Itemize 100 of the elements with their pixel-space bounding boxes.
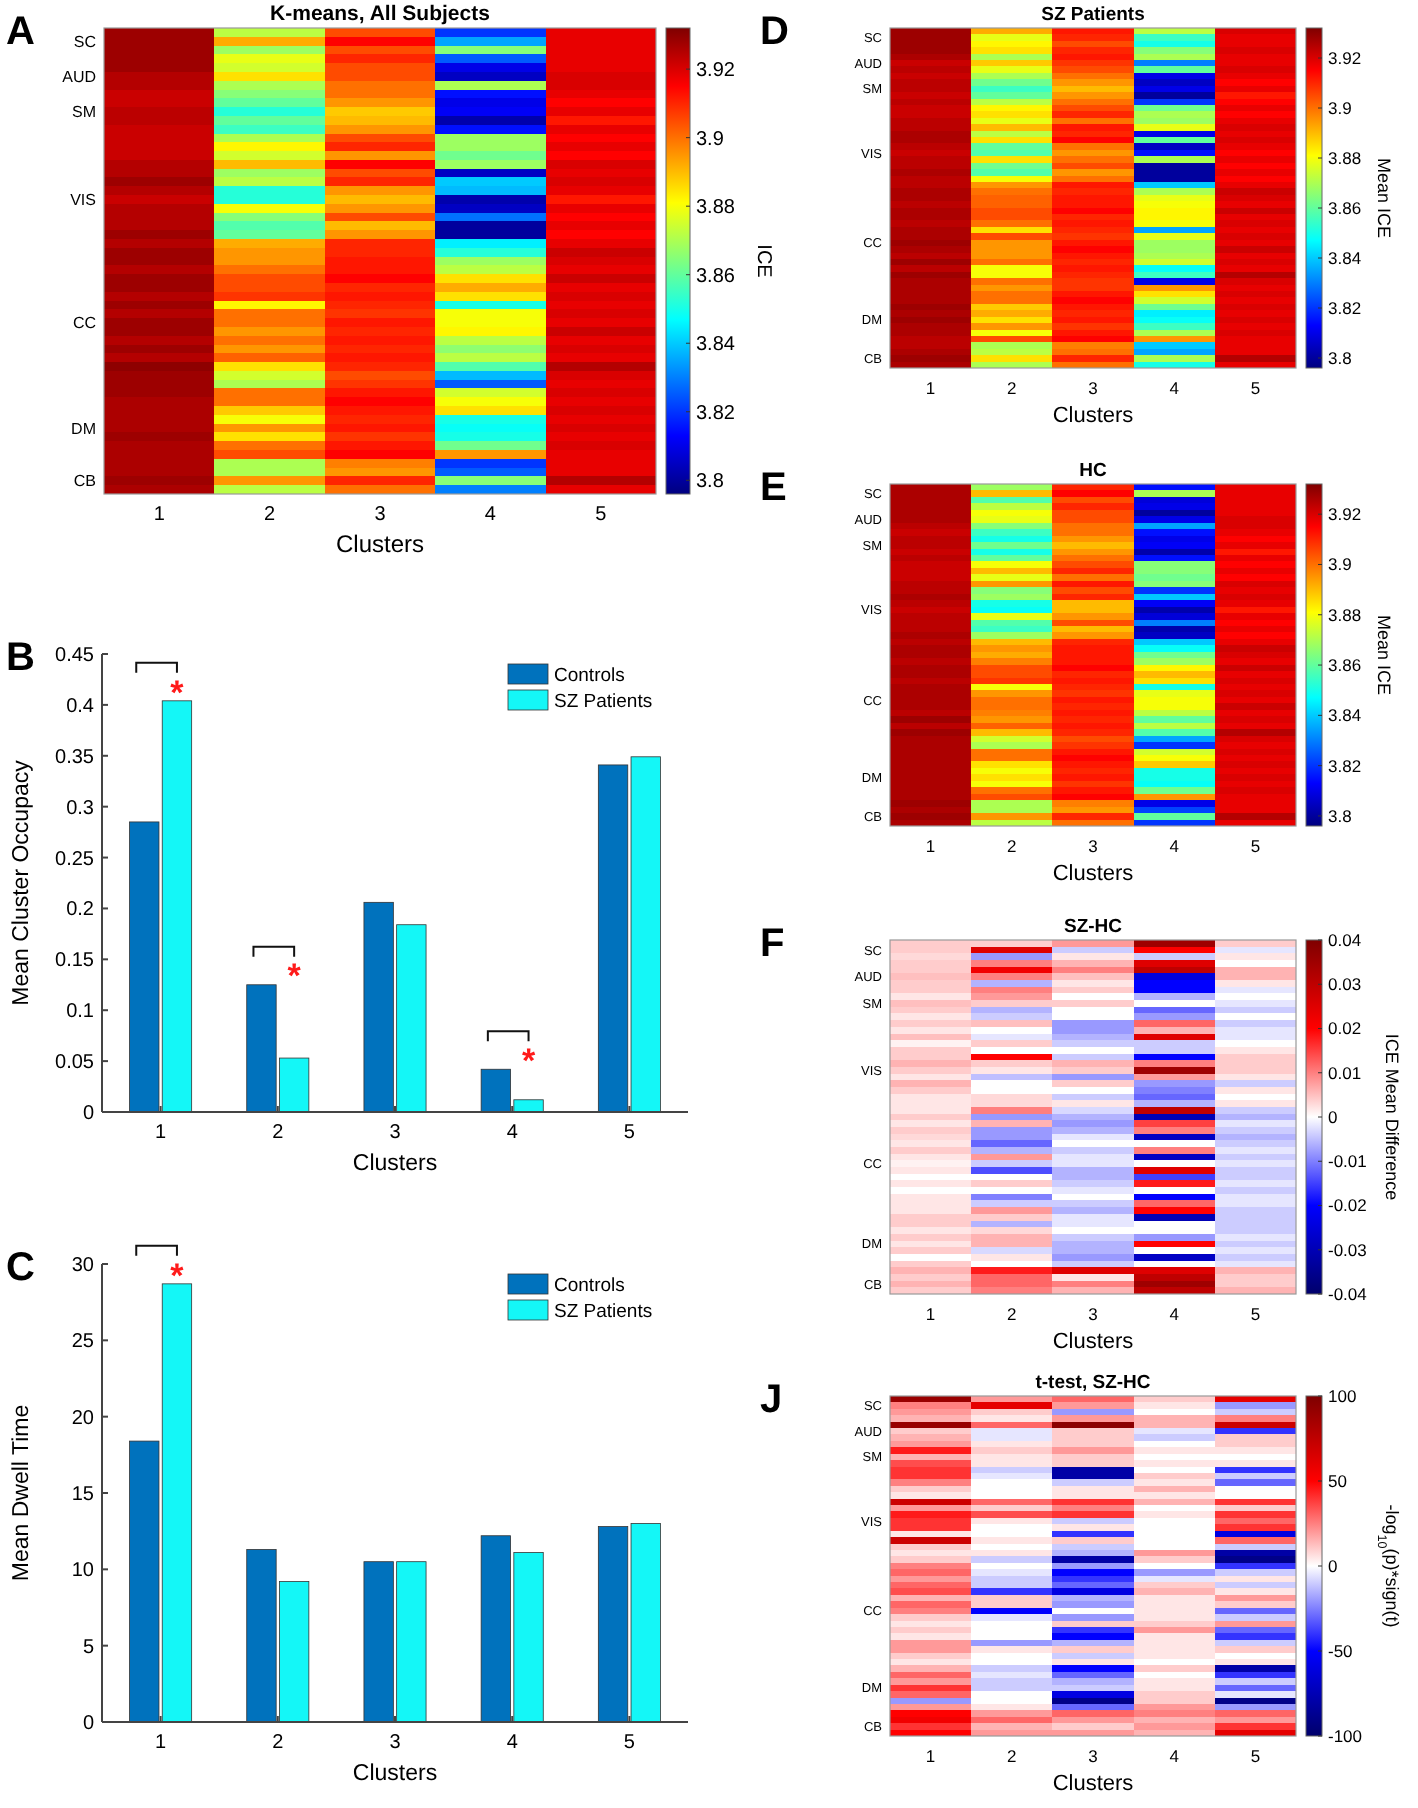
text: E — [760, 466, 787, 510]
x-tick-label: 5 — [595, 504, 608, 526]
color-bar-label: 3.92 — [696, 60, 736, 83]
color-bar-label: 0.02 — [1328, 1018, 1362, 1039]
x-tick-label: 1 — [155, 1732, 168, 1754]
y-axis-title: Mean Cluster Occupacy — [10, 759, 34, 1006]
x-tick-label: 2 — [1007, 836, 1018, 856]
x-tick-label: 2 — [1007, 1304, 1018, 1324]
color-bar-label: -0.01 — [1328, 1151, 1368, 1172]
y-tick-label: DM — [71, 419, 97, 438]
chart-title: K-means, All Subjects — [270, 2, 491, 26]
color-bar-label: 3.84 — [696, 334, 736, 357]
legend-label: Controls — [554, 1274, 626, 1297]
x-axis-title: Clusters — [1052, 1330, 1135, 1354]
color-bar-label: -50 — [1328, 1640, 1354, 1661]
color-bar-label: 3.82 — [1328, 297, 1362, 318]
x-axis-title: Clusters — [352, 1152, 438, 1176]
x-tick-label: 3 — [1088, 1304, 1099, 1324]
x-tick-label: 2 — [1007, 378, 1018, 398]
y-tick-label: 20 — [71, 1407, 95, 1430]
y-tick-label: 10 — [71, 1560, 95, 1583]
x-tick-label: 1 — [155, 1122, 168, 1144]
color-bar-label: -0.02 — [1328, 1195, 1368, 1216]
x-tick-label: 4 — [1169, 836, 1180, 856]
y-tick-label: 0.3 — [66, 797, 95, 820]
x-tick-label: 4 — [484, 504, 497, 526]
color-bar-label: 3.88 — [1328, 604, 1362, 625]
x-axis-title: Clusters — [1052, 862, 1135, 886]
color-bar-label: 3.9 — [1328, 97, 1353, 118]
color-bar-label: 3.8 — [1328, 805, 1353, 826]
color-bar-label: 3.8 — [696, 471, 725, 494]
y-tick-label: 5 — [82, 1636, 95, 1659]
y-tick-label: 15 — [71, 1484, 95, 1506]
color-bar-title: Mean ICE — [1374, 614, 1394, 696]
x-tick-label: 2 — [272, 1122, 285, 1144]
color-bar-label: 0 — [1328, 1555, 1338, 1576]
x-tick-label: 5 — [1250, 1746, 1261, 1766]
color-bar-label: 3.88 — [696, 197, 736, 220]
annotation: * — [170, 673, 185, 712]
color-bar-label: 3.92 — [1328, 47, 1362, 68]
x-tick-label: 4 — [506, 1122, 519, 1144]
y-tick-label: 30 — [71, 1255, 95, 1277]
x-tick-label: 3 — [1088, 378, 1099, 398]
annotation: * — [521, 1041, 536, 1080]
color-bar-label: 0.03 — [1328, 974, 1362, 995]
x-tick-label: 5 — [623, 1122, 636, 1144]
x-tick-label: 3 — [1088, 1746, 1099, 1766]
text: J — [760, 1378, 783, 1422]
y-tick-label: 0.35 — [55, 746, 95, 769]
x-tick-label: 3 — [389, 1732, 402, 1754]
annotation: * — [287, 957, 302, 996]
x-tick-label: 1 — [925, 1304, 936, 1324]
y-tick-label: SC — [73, 32, 97, 51]
color-bar-label: 3.86 — [1328, 655, 1362, 676]
text: F — [760, 922, 785, 966]
x-axis-title: Clusters — [1052, 1772, 1135, 1796]
chart-title: HC — [1079, 460, 1107, 482]
y-tick-label: 0.05 — [55, 1052, 95, 1075]
color-bar-label: 0.01 — [1328, 1062, 1362, 1083]
x-tick-label: 1 — [925, 1746, 936, 1766]
x-tick-label: 2 — [264, 504, 277, 526]
x-tick-label: 3 — [374, 504, 387, 526]
legend-label: SZ Patients — [554, 690, 653, 713]
color-bar-label: 3.9 — [1328, 554, 1353, 575]
x-tick-label: 4 — [1169, 378, 1180, 398]
y-tick-label: CC — [72, 314, 97, 333]
y-tick-label: 0 — [82, 1103, 95, 1125]
y-tick-label: 0.4 — [66, 695, 95, 718]
color-bar-label: 3.9 — [696, 128, 725, 151]
color-bar-label: 3.82 — [1328, 755, 1362, 776]
x-tick-label: 4 — [506, 1732, 519, 1754]
color-bar-label: 3.88 — [1328, 147, 1362, 168]
color-bar-label: 3.86 — [1328, 197, 1362, 218]
color-bar-label: 3.84 — [1328, 247, 1362, 268]
x-tick-label: 5 — [1250, 836, 1261, 856]
chart-title: SZ Patients — [1041, 4, 1145, 26]
x-tick-label: 4 — [1169, 1304, 1180, 1324]
x-tick-label: 2 — [1007, 1746, 1018, 1766]
text: D — [760, 10, 789, 54]
x-tick-label: 5 — [623, 1732, 636, 1754]
color-bar-label: 100 — [1328, 1385, 1357, 1406]
color-bar-label: 3.82 — [696, 402, 736, 425]
color-bar-label: 3.92 — [1328, 504, 1362, 525]
y-tick-label: AUD — [62, 67, 97, 86]
x-tick-label: 3 — [389, 1122, 402, 1144]
x-tick-label: 2 — [272, 1732, 285, 1754]
chart-title: SZ-HC — [1063, 916, 1123, 938]
color-bar-label: -100 — [1328, 1725, 1363, 1746]
color-bar-label: 3.84 — [1328, 705, 1362, 726]
color-bar-label: -0.03 — [1328, 1239, 1368, 1260]
x-tick-label: 3 — [1088, 836, 1099, 856]
color-bar-label: 0.04 — [1328, 929, 1362, 950]
color-bar-label: 3.8 — [1328, 347, 1353, 368]
x-tick-label: 1 — [925, 378, 936, 398]
y-tick-label: 0.15 — [55, 950, 95, 973]
y-tick-label: 0.25 — [55, 848, 95, 871]
text: B — [6, 636, 35, 680]
x-tick-label: 5 — [1250, 1304, 1261, 1324]
x-axis-title: Clusters — [1052, 404, 1135, 428]
x-axis-title: Clusters — [335, 530, 425, 558]
